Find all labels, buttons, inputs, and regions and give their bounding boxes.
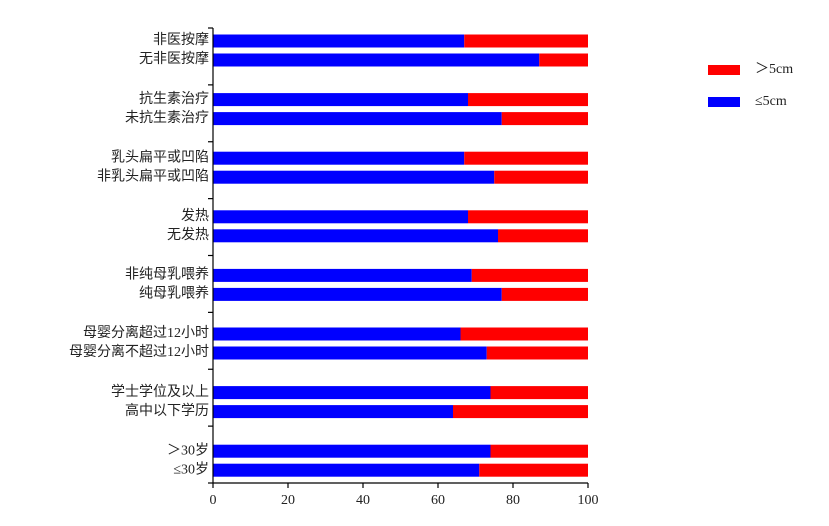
bar-segment [213,444,491,458]
bar-segment [213,386,491,400]
bar-segment [213,346,487,360]
bar-segment [471,268,588,282]
bar-segment [501,287,588,301]
y-tick-label: 非医按摩 [153,31,209,48]
bar-segment [213,210,468,224]
y-tick-label: 母婴分离不超过12小时 [69,343,209,360]
bar-segment [213,170,495,184]
y-tick-label: 无发热 [167,227,209,243]
bar-segment [498,229,588,243]
bar-segment [213,463,480,477]
bar-segment [468,93,588,107]
bar-segment [539,53,588,67]
bar-segment [486,346,588,360]
y-tick-label: 未抗生素治疗 [125,110,209,126]
x-tick-label: 60 [431,493,445,508]
bar-segment [468,210,588,224]
legend-label: ≤5cm [755,94,787,109]
legend-swatch [708,97,740,107]
bar-segment [460,327,588,341]
bar-segment [490,386,588,400]
y-tick-label: ＞30岁 [167,442,209,458]
bar-segment [213,405,453,419]
bar-segment [213,93,468,107]
x-tick-label: 0 [210,493,217,508]
y-tick-label: 非乳头扁平或凹陷 [97,168,209,184]
x-tick-label: 40 [356,493,370,508]
bar-segment [453,405,588,419]
bar-segment [490,444,588,458]
bar-segment [213,268,472,282]
bar-segment [479,463,588,477]
y-tick-label: 抗生素治疗 [139,91,209,107]
y-tick-label: 非纯母乳喂养 [125,267,209,283]
y-tick-label: 无非医按摩 [139,50,209,67]
x-tick-label: 20 [281,493,295,508]
bar-segment [213,229,498,243]
bar-segment [213,112,502,126]
bar-segment [213,34,465,48]
bar-segment [501,112,588,126]
bar-segment [213,53,540,67]
legend-swatch [708,65,740,75]
y-tick-label: 发热 [181,208,209,224]
y-tick-label: ≤30岁 [173,461,209,477]
y-tick-label: 高中以下学历 [125,402,209,419]
bar-segment [213,287,502,301]
y-tick-label: 学士学位及以上 [111,384,209,400]
x-tick-label: 80 [506,493,520,508]
x-tick-label: 100 [578,493,599,508]
y-tick-label: 纯母乳喂养 [139,286,209,302]
bar-segment [213,151,465,165]
legend-label: ＞5cm [755,62,793,77]
bar-segment [494,170,588,184]
y-tick-label: 母婴分离超过12小时 [83,324,209,341]
y-tick-label: 乳头扁平或凹陷 [111,149,209,165]
bar-segment [464,151,588,165]
bar-segment [464,34,588,48]
bar-segment [213,327,461,341]
